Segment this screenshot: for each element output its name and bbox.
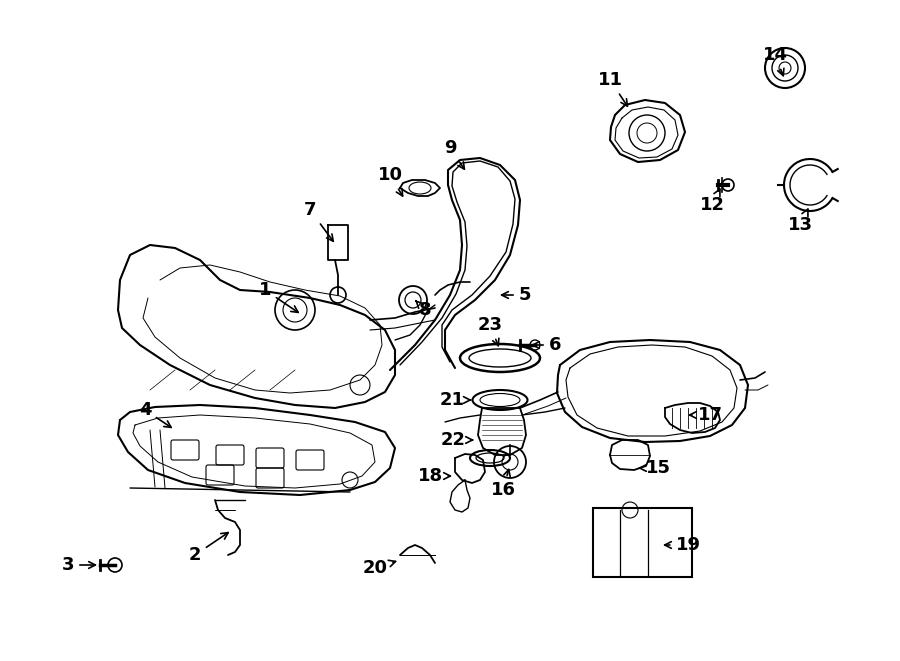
Text: 13: 13 (788, 209, 813, 234)
Text: 7: 7 (304, 201, 333, 241)
Text: 5: 5 (501, 286, 531, 304)
Text: 14: 14 (762, 46, 788, 76)
Text: 1: 1 (259, 281, 298, 313)
Text: 9: 9 (444, 139, 464, 169)
Text: 11: 11 (598, 71, 627, 106)
Text: 22: 22 (440, 431, 472, 449)
Text: 21: 21 (439, 391, 471, 409)
Text: 3: 3 (62, 556, 95, 574)
Text: 8: 8 (416, 301, 431, 319)
Text: 2: 2 (189, 533, 229, 564)
Text: 16: 16 (491, 469, 516, 499)
Text: 23: 23 (478, 316, 502, 346)
Text: 15: 15 (639, 459, 670, 477)
Text: 19: 19 (664, 536, 700, 554)
Text: 10: 10 (377, 166, 402, 196)
Text: 18: 18 (418, 467, 450, 485)
Text: 17: 17 (689, 406, 723, 424)
Text: 12: 12 (699, 189, 725, 214)
Text: 20: 20 (363, 559, 396, 577)
Text: 4: 4 (139, 401, 171, 428)
Text: 6: 6 (533, 336, 562, 354)
